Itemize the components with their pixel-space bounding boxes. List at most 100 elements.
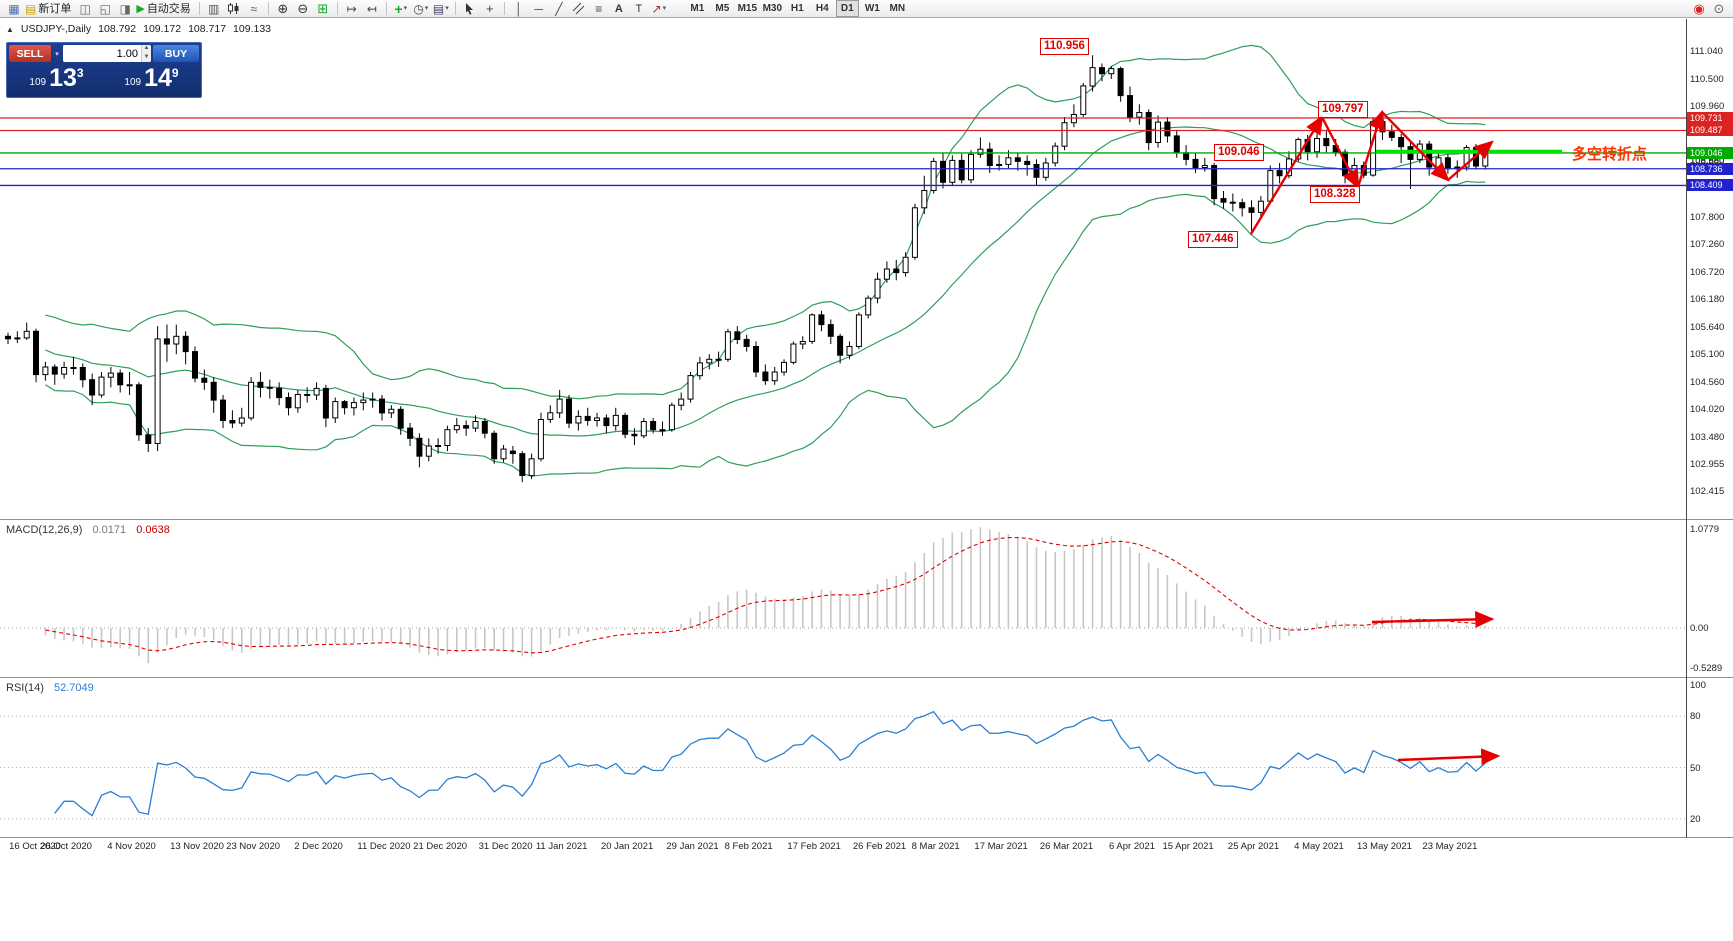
price-annotation[interactable]: 107.446 bbox=[1188, 231, 1238, 248]
buy-price[interactable]: 109 14 9 bbox=[104, 62, 199, 95]
price-annotation[interactable]: 109.046 bbox=[1214, 144, 1264, 161]
macd-tick: -0.5289 bbox=[1690, 663, 1723, 674]
date-label: 23 May 2021 bbox=[1422, 841, 1478, 852]
chart-shift-icon[interactable]: ↤ bbox=[366, 1, 377, 16]
panel-splitter[interactable] bbox=[0, 517, 1733, 521]
rsi-tick: 20 bbox=[1690, 813, 1701, 825]
symbol-title: USDJPY-,Daily bbox=[20, 23, 92, 35]
price-annotation[interactable]: 110.956 bbox=[1040, 38, 1089, 55]
horizontal-line-icon[interactable]: ─ bbox=[534, 1, 544, 16]
timeframe-d1[interactable]: D1 bbox=[835, 0, 859, 17]
volume-increase-button[interactable]: ▲ bbox=[143, 45, 150, 51]
volume-input[interactable] bbox=[63, 45, 141, 62]
templates-icon[interactable]: ▤ ▾ bbox=[432, 1, 449, 16]
search-icon[interactable]: ⊙ bbox=[1713, 0, 1725, 16]
vertical-line-icon[interactable]: │ bbox=[515, 1, 523, 16]
macd-header: MACD(12,26,9) 0.0171 0.0638 bbox=[6, 524, 170, 536]
rsi-header: RSI(14) 52.7049 bbox=[6, 682, 94, 694]
volume-decrease-button[interactable]: ▼ bbox=[143, 53, 150, 60]
toolbar: ▦ ▤ 新订单 ◫ ◱ ◨ ▶ 自动交易 ▥ ≈ ⊕ ⊖ ⊞ ↦ ↤ + ▾ ◷ ▾ ▤ ▾ + │ ─ ╱ ≡ A T ↗ ▾ M1 M5… bbox=[0, 0, 1733, 18]
date-label: 6 Apr 2021 bbox=[1109, 841, 1155, 852]
rsi-tick: 100 bbox=[1690, 680, 1706, 691]
date-label: 26 Feb 2021 bbox=[852, 841, 907, 852]
buy-button[interactable]: BUY bbox=[153, 45, 199, 62]
date-label: 13 May 2021 bbox=[1356, 841, 1412, 852]
price-tick: 102.415 bbox=[1690, 486, 1725, 498]
timeframe-m15[interactable]: M15 bbox=[737, 3, 758, 14]
label-icon[interactable]: T bbox=[635, 2, 643, 15]
chart-profiles-icon[interactable]: ◫ bbox=[79, 1, 92, 16]
ohlc-high: 109.172 bbox=[143, 23, 182, 35]
timeframe-m30[interactable]: M30 bbox=[762, 3, 783, 14]
sell-price-figure: 109 bbox=[29, 77, 47, 88]
rsi-value: 52.7049 bbox=[53, 682, 94, 694]
toolbar-right-icons: ◉ ⊙ bbox=[1689, 1, 1729, 17]
trendline-icon[interactable]: ╱ bbox=[555, 1, 563, 16]
timeframe-m1[interactable]: M1 bbox=[690, 3, 705, 14]
cursor-icon[interactable] bbox=[461, 1, 479, 17]
axis-price-box: 109.731 bbox=[1687, 112, 1733, 125]
autotrading-icon[interactable]: ▶ 自动交易 bbox=[136, 2, 191, 15]
channel-icon[interactable] bbox=[570, 1, 588, 17]
text-icon[interactable]: A bbox=[614, 2, 623, 15]
ohlc-close: 109.133 bbox=[233, 23, 272, 35]
order-type-dropdown[interactable]: ▾ bbox=[55, 50, 59, 58]
date-label: 11 Jan 2021 bbox=[535, 841, 588, 852]
candlestick-chart-icon[interactable] bbox=[225, 1, 243, 17]
new-chart-icon[interactable]: ▦ bbox=[8, 1, 20, 16]
rsi-tick: 50 bbox=[1690, 762, 1701, 774]
timeframe-h1[interactable]: H1 bbox=[790, 3, 804, 14]
timeframe-bar: M1 M5 M15 M30 H1 H4 D1 W1 MN bbox=[685, 0, 910, 17]
sell-price-pips: 13 bbox=[49, 64, 77, 92]
price-tick: 106.720 bbox=[1690, 266, 1725, 278]
price-tick: 107.800 bbox=[1690, 211, 1725, 223]
price-tick: 109.960 bbox=[1690, 101, 1725, 113]
tile-windows-icon[interactable]: ⊞ bbox=[317, 0, 329, 16]
panel-splitter[interactable] bbox=[0, 835, 1733, 839]
price-annotation[interactable]: 108.328 bbox=[1310, 186, 1360, 203]
line-chart-icon[interactable]: ≈ bbox=[250, 1, 258, 16]
arrows-icon[interactable]: ↗ ▾ bbox=[651, 1, 667, 16]
price-tick: 110.500 bbox=[1690, 73, 1724, 85]
rsi-label: RSI(14) bbox=[6, 682, 44, 694]
date-label: 20 Jan 2021 bbox=[600, 841, 654, 852]
bar-chart-icon[interactable]: ▥ bbox=[208, 1, 220, 16]
date-label: 25 Apr 2021 bbox=[1227, 841, 1280, 852]
price-tick: 107.260 bbox=[1690, 239, 1725, 251]
timeframe-m5[interactable]: M5 bbox=[715, 3, 730, 14]
crosshair-icon[interactable]: + bbox=[486, 0, 494, 16]
panel-splitter[interactable] bbox=[0, 675, 1733, 679]
terminal-icon[interactable]: ◱ bbox=[99, 1, 112, 16]
sell-price[interactable]: 109 13 3 bbox=[9, 62, 104, 95]
indicators-icon[interactable]: + ▾ bbox=[394, 0, 408, 17]
timeframe-mn[interactable]: MN bbox=[889, 3, 906, 14]
toolbar-separator bbox=[454, 2, 456, 15]
zoom-out-icon[interactable]: ⊖ bbox=[297, 0, 309, 16]
timeframe-h4[interactable]: H4 bbox=[815, 3, 829, 14]
price-tick: 104.560 bbox=[1690, 376, 1725, 388]
toolbar-separator bbox=[503, 2, 505, 15]
new-order-icon[interactable]: ▤ 新订单 bbox=[25, 1, 72, 16]
fibonacci-icon[interactable]: ≡ bbox=[595, 1, 603, 16]
timeframe-w1[interactable]: W1 bbox=[864, 3, 880, 14]
price-annotation[interactable]: 109.797 bbox=[1318, 101, 1368, 118]
collapse-panel-icon[interactable]: ▲ bbox=[6, 24, 14, 34]
strategy-tester-icon[interactable]: ◨ bbox=[119, 1, 132, 16]
periods-icon[interactable]: ◷ ▾ bbox=[413, 1, 429, 16]
date-label: 31 Dec 2020 bbox=[478, 841, 533, 852]
community-icon[interactable]: ◉ bbox=[1693, 0, 1705, 16]
price-tick: 105.640 bbox=[1690, 321, 1725, 333]
date-label: 4 May 2021 bbox=[1294, 841, 1344, 852]
auto-scroll-icon[interactable]: ↦ bbox=[346, 1, 357, 16]
date-label: 26 Oct 2020 bbox=[40, 841, 92, 852]
zoom-in-icon[interactable]: ⊕ bbox=[277, 0, 289, 16]
main-chart-layer bbox=[0, 44, 1686, 483]
sell-button[interactable]: SELL bbox=[9, 45, 51, 62]
date-label: 29 Jan 2021 bbox=[666, 841, 719, 852]
date-label: 11 Dec 2020 bbox=[357, 841, 411, 852]
macd-label: MACD(12,26,9) bbox=[6, 524, 83, 536]
price-tick: 105.100 bbox=[1690, 349, 1725, 361]
turning-point-note[interactable]: 多空转折点 bbox=[1572, 146, 1648, 163]
buy-price-point: 9 bbox=[171, 65, 179, 80]
